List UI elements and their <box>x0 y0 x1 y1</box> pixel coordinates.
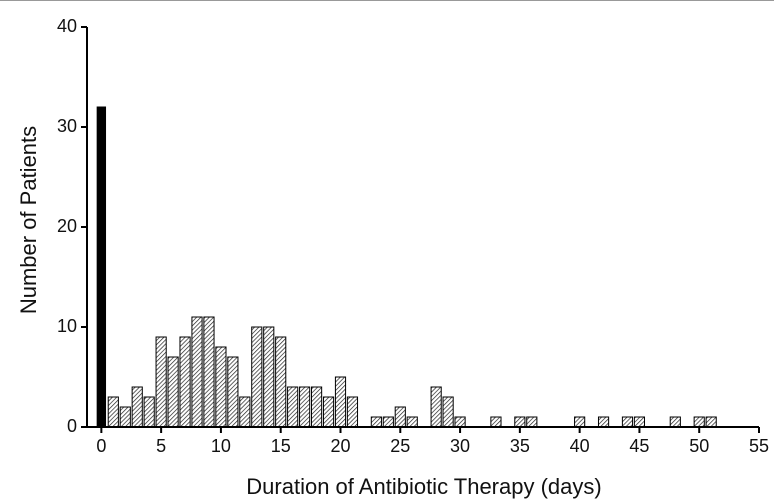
bar <box>382 416 394 428</box>
y-tick-label: 0 <box>67 416 77 436</box>
bar <box>526 416 538 428</box>
bar <box>275 336 287 428</box>
bar <box>490 416 502 428</box>
x-axis-title: Duration of Antibiotic Therapy (days) <box>246 474 601 499</box>
bar <box>179 336 191 428</box>
bar <box>442 396 454 428</box>
bar <box>191 316 203 428</box>
x-tick-label: 50 <box>689 436 709 456</box>
bar <box>406 416 418 428</box>
bar <box>430 386 442 428</box>
bar <box>143 396 155 428</box>
y-tick-label: 10 <box>57 316 77 336</box>
bar <box>251 326 263 428</box>
bar <box>693 416 705 428</box>
bar <box>239 396 251 428</box>
bar <box>310 386 323 428</box>
bar <box>215 346 227 428</box>
bar <box>597 416 610 428</box>
bar <box>370 416 382 428</box>
bar <box>322 396 335 428</box>
x-tick-label: 45 <box>629 436 649 456</box>
bar <box>167 356 179 428</box>
bar <box>263 326 275 428</box>
x-tick-label: 30 <box>450 436 470 456</box>
y-tick-label: 30 <box>57 116 77 136</box>
x-tick-label: 40 <box>570 436 590 456</box>
x-tick-label: 55 <box>749 436 769 456</box>
y-axis-title: Number of Patients <box>16 126 41 314</box>
bar <box>705 416 717 428</box>
bar <box>633 416 646 428</box>
bar <box>131 386 143 428</box>
bar <box>287 386 299 428</box>
bar <box>669 416 681 428</box>
bar <box>119 406 131 428</box>
bar <box>227 356 239 428</box>
bar <box>299 386 311 428</box>
bar <box>574 416 586 428</box>
bar <box>454 416 466 428</box>
bar <box>96 106 107 428</box>
x-tick-label: 15 <box>271 436 291 456</box>
bar <box>394 406 406 428</box>
y-tick-label: 40 <box>57 16 77 36</box>
x-tick-label: 0 <box>96 436 106 456</box>
bar <box>621 416 634 428</box>
x-tick-label: 35 <box>510 436 530 456</box>
x-tick-label: 25 <box>390 436 410 456</box>
bar <box>203 316 215 428</box>
bar <box>514 416 526 428</box>
bar <box>155 336 167 428</box>
y-tick-label: 20 <box>57 216 77 236</box>
bar <box>346 396 359 428</box>
x-tick-label: 20 <box>330 436 350 456</box>
bar <box>334 376 347 428</box>
bar <box>107 396 119 428</box>
x-tick-label: 10 <box>211 436 231 456</box>
x-tick-label: 5 <box>156 436 166 456</box>
